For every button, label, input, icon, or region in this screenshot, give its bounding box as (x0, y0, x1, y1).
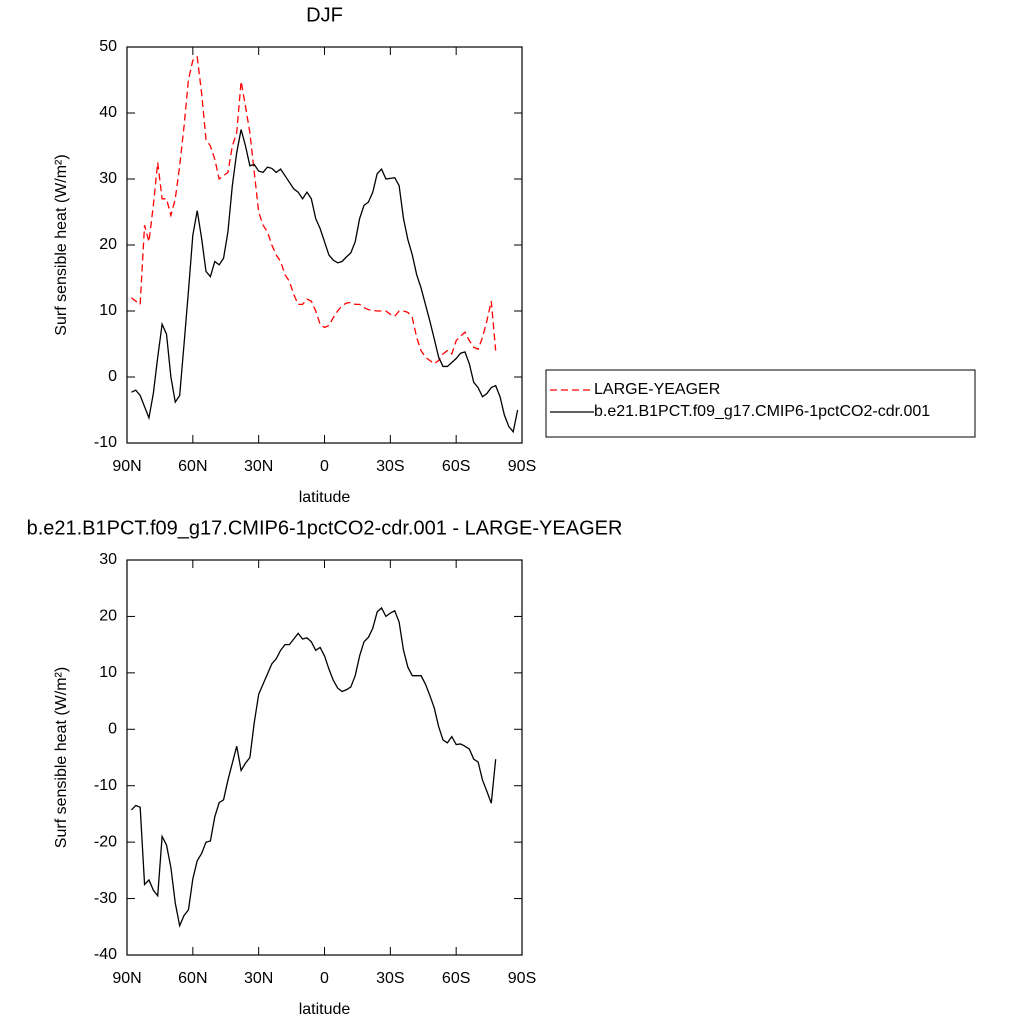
x-tick-label: 30N (244, 458, 273, 475)
y-tick-label: -20 (94, 833, 117, 850)
x-tick-label: 30S (376, 970, 404, 987)
y-tick-label: 0 (108, 368, 117, 385)
legend-label: b.e21.B1PCT.f09_g17.CMIP6-1pctCO2-cdr.00… (594, 403, 930, 420)
data-line (131, 129, 519, 434)
y-tick-label: 30 (99, 551, 117, 568)
legend-box (545, 369, 976, 438)
x-axis-label: latitude (299, 1001, 351, 1018)
plot-frame (126, 46, 523, 444)
y-tick-label: 20 (99, 608, 117, 625)
y-tick-label: 30 (99, 170, 117, 187)
x-axis-label: latitude (299, 489, 351, 506)
y-tick-label: -30 (94, 890, 117, 907)
y-tick-label: -10 (94, 777, 117, 794)
data-line (130, 606, 497, 928)
x-tick-label: 90S (508, 458, 536, 475)
y-axis-label: Surf sensible heat (W/m²) (53, 667, 70, 848)
data-line (130, 55, 497, 365)
x-tick-label: 0 (320, 970, 329, 987)
y-tick-label: 40 (99, 104, 117, 121)
x-tick-label: 60S (442, 458, 470, 475)
y-tick-label: 10 (99, 302, 117, 319)
x-tick-label: 30N (244, 970, 273, 987)
y-tick-label: 10 (99, 664, 117, 681)
y-tick-label: 50 (99, 38, 117, 55)
x-tick-label: 90N (112, 458, 141, 475)
y-axis-label: Surf sensible heat (W/m²) (53, 154, 70, 335)
x-tick-label: 60N (178, 458, 207, 475)
x-tick-label: 90S (508, 970, 536, 987)
plot-frame (126, 559, 523, 956)
y-tick-label: 0 (108, 721, 117, 738)
y-tick-label: -10 (94, 434, 117, 451)
x-tick-label: 90N (112, 970, 141, 987)
x-tick-label: 60S (442, 970, 470, 987)
x-tick-label: 0 (320, 458, 329, 475)
chart-title: DJF (306, 4, 343, 26)
y-tick-label: 20 (99, 236, 117, 253)
x-tick-label: 30S (376, 458, 404, 475)
chart-title: b.e21.B1PCT.f09_g17.CMIP6-1pctCO2-cdr.00… (27, 517, 623, 539)
y-tick-label: -40 (94, 946, 117, 963)
x-tick-label: 60N (178, 970, 207, 987)
legend-label: LARGE-YEAGER (594, 381, 720, 398)
